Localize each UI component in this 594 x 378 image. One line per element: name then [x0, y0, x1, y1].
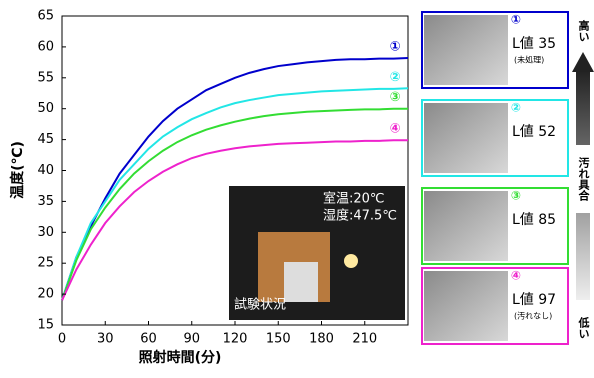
x-tick-label: 0 — [58, 332, 66, 347]
sample-label: L値 97 — [512, 292, 556, 308]
y-tick-label: 25 — [37, 256, 54, 271]
sample-photo — [424, 271, 508, 341]
figure: 室温:20℃ 湿度:47.5℃ 試験状況 照射時間(分) 温度(℃) 高い 汚れ… — [0, 0, 594, 374]
sample-marker: ④ — [511, 269, 521, 283]
x-tick-label: 60 — [140, 332, 157, 347]
x-tick-label: 180 — [309, 332, 334, 347]
x-tick-label: 150 — [266, 332, 291, 347]
x-tick-label: 90 — [183, 332, 200, 347]
y-tick-label: 60 — [37, 39, 54, 54]
x-axis-label: 照射時間(分) — [139, 349, 222, 366]
sample-note: (汚れなし) — [514, 311, 552, 321]
series-label: ① — [389, 40, 400, 55]
sample-note: (未処理) — [514, 55, 544, 65]
sample-label: L値 85 — [512, 212, 556, 228]
y-tick-label: 15 — [37, 318, 54, 333]
sample-photo — [424, 15, 508, 85]
series-label: ③ — [389, 90, 400, 105]
y-tick-label: 20 — [37, 287, 54, 302]
sample-photo — [424, 103, 508, 173]
inset-text: 湿度:47.5℃ — [323, 208, 397, 224]
sample-label: L値 35 — [512, 36, 556, 52]
scale-top: 高い — [577, 19, 590, 42]
series-label: ② — [389, 70, 400, 85]
scale-arrow-head — [572, 52, 594, 72]
y-tick-label: 65 — [37, 9, 54, 24]
y-axis-label: 温度(℃) — [9, 141, 26, 199]
scale-bottom: 低い — [577, 316, 591, 339]
y-tick-label: 50 — [37, 101, 54, 116]
inset-caption: 試験状況 — [234, 297, 286, 313]
x-tick-label: 30 — [97, 332, 114, 347]
sample-label: L値 52 — [512, 124, 556, 140]
y-tick-label: 45 — [37, 132, 54, 147]
sample-marker: ① — [511, 13, 521, 27]
photo-inset: 室温:20℃ 湿度:47.5℃ 試験状況 — [229, 186, 405, 320]
inset-text: 室温:20℃ — [323, 191, 385, 207]
sample-marker: ③ — [511, 189, 521, 203]
y-tick-label: 40 — [37, 163, 54, 178]
sample-photo — [424, 191, 508, 261]
series-label: ④ — [389, 122, 400, 137]
x-tick-label: 210 — [352, 332, 377, 347]
x-tick-label: 120 — [223, 332, 248, 347]
y-tick-label: 55 — [37, 70, 54, 85]
sample-marker: ② — [511, 101, 521, 115]
y-tick-label: 30 — [37, 225, 54, 240]
y-tick-label: 35 — [37, 194, 54, 209]
scale-middle: 汚れ具合 — [577, 156, 590, 202]
